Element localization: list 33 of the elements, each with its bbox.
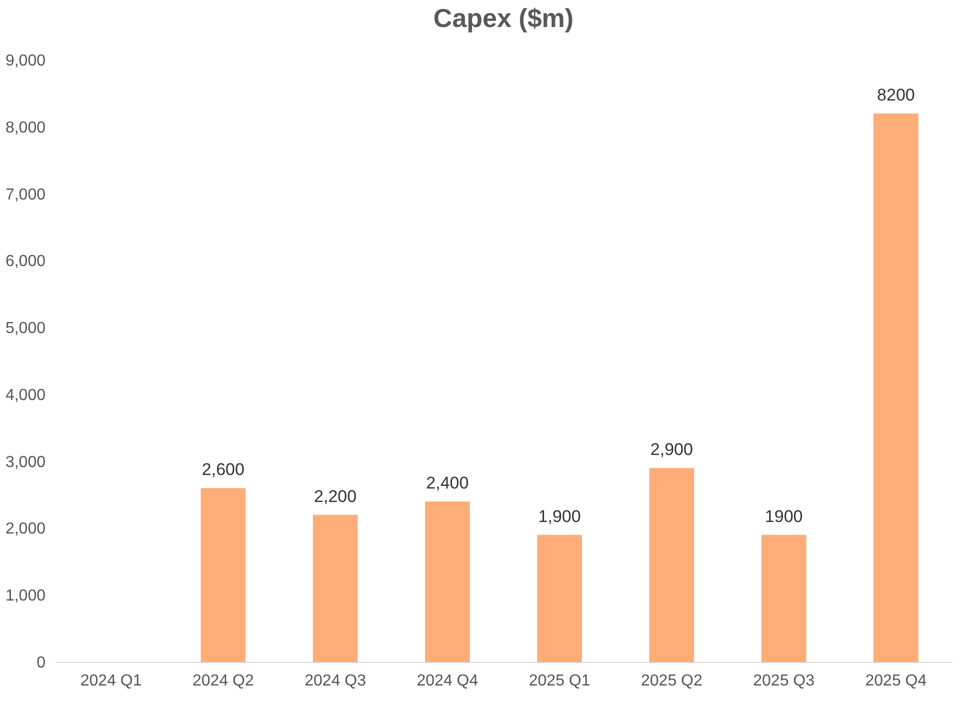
- data-label: 2,600: [202, 460, 244, 480]
- bar: [425, 501, 470, 662]
- bar: [761, 534, 806, 662]
- bar: [649, 468, 694, 662]
- y-tick-label: 1,000: [5, 588, 46, 605]
- data-label: 8200: [877, 86, 915, 105]
- x-tick-label: 2025 Q4: [865, 672, 927, 690]
- y-tick-label: 3,000: [5, 454, 46, 471]
- y-tick-label: 7,000: [5, 186, 46, 204]
- y-tick-label: 6,000: [5, 253, 46, 270]
- chart-title: Capex ($m): [433, 3, 574, 33]
- bar: [874, 114, 918, 662]
- x-tick-label: 2024 Q3: [304, 672, 366, 690]
- y-tick-label: 4,000: [5, 386, 46, 404]
- x-tick-label: 2024 Q2: [192, 672, 254, 690]
- x-tick-label: 2025 Q3: [753, 672, 815, 690]
- y-tick-label: 8,000: [5, 119, 46, 136]
- data-label: 2,200: [314, 486, 357, 506]
- data-label: 2,900: [650, 440, 693, 460]
- data-label: 2,400: [426, 473, 469, 492]
- data-label: 1,900: [538, 506, 581, 526]
- bar: [312, 514, 358, 662]
- x-tick-label: 2025 Q1: [528, 672, 590, 690]
- y-tick-label: 2,000: [5, 520, 46, 538]
- y-tick-label: 5,000: [5, 320, 46, 338]
- bar: [537, 534, 582, 662]
- data-label: 1900: [764, 506, 803, 526]
- y-tick-label: 9,000: [5, 52, 46, 70]
- bar: [200, 488, 246, 662]
- x-tick-label: 2024 Q1: [80, 672, 142, 690]
- x-tick-label: 2025 Q2: [640, 672, 702, 690]
- x-tick-label: 2024 Q4: [416, 672, 478, 690]
- y-tick-label: 0: [36, 654, 46, 672]
